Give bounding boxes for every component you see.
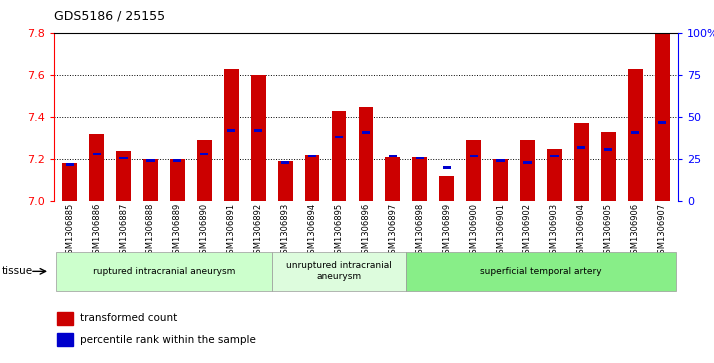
Bar <box>658 121 666 124</box>
Bar <box>57 333 74 346</box>
Bar <box>254 129 262 132</box>
Bar <box>389 155 397 158</box>
Text: tissue: tissue <box>1 266 33 276</box>
Bar <box>574 123 589 201</box>
Text: superficial temporal artery: superficial temporal artery <box>480 267 602 276</box>
Bar <box>93 152 101 155</box>
Bar <box>335 136 343 138</box>
Bar <box>331 111 346 201</box>
Bar <box>143 159 158 201</box>
Bar <box>358 106 373 201</box>
Bar <box>578 146 585 149</box>
Bar <box>174 159 181 162</box>
Text: percentile rank within the sample: percentile rank within the sample <box>80 335 256 345</box>
Bar <box>655 33 670 201</box>
Bar <box>170 159 185 201</box>
FancyBboxPatch shape <box>271 252 406 290</box>
Bar <box>201 152 208 155</box>
Bar <box>305 155 319 201</box>
Bar <box>89 134 104 201</box>
Bar <box>496 159 505 162</box>
Bar <box>547 149 562 201</box>
Bar <box>520 140 535 201</box>
Bar <box>66 163 74 166</box>
Text: transformed count: transformed count <box>80 313 178 323</box>
Bar <box>601 132 615 201</box>
Bar <box>116 151 131 201</box>
Bar <box>224 69 238 201</box>
Bar <box>443 166 451 169</box>
Bar <box>362 131 370 134</box>
Bar <box>251 75 266 201</box>
Bar <box>281 161 289 164</box>
Bar <box>439 176 454 201</box>
Bar <box>550 155 558 158</box>
Bar <box>57 311 74 325</box>
Bar <box>278 162 293 201</box>
Bar <box>197 140 212 201</box>
FancyBboxPatch shape <box>406 252 675 290</box>
Bar <box>470 155 478 158</box>
Bar <box>386 157 401 201</box>
Bar <box>227 129 236 132</box>
Bar <box>416 157 424 159</box>
Bar <box>523 161 531 164</box>
Bar <box>413 157 427 201</box>
Bar <box>604 148 613 151</box>
Bar <box>62 163 77 201</box>
Text: unruptured intracranial
aneurysm: unruptured intracranial aneurysm <box>286 261 392 281</box>
Bar <box>493 159 508 201</box>
Bar <box>308 155 316 158</box>
Bar <box>146 159 154 162</box>
Text: GDS5186 / 25155: GDS5186 / 25155 <box>54 9 165 22</box>
Bar <box>466 140 481 201</box>
Bar <box>628 69 643 201</box>
Bar <box>119 157 128 159</box>
FancyBboxPatch shape <box>56 252 271 290</box>
Text: ruptured intracranial aneurysm: ruptured intracranial aneurysm <box>93 267 235 276</box>
Bar <box>631 131 639 134</box>
